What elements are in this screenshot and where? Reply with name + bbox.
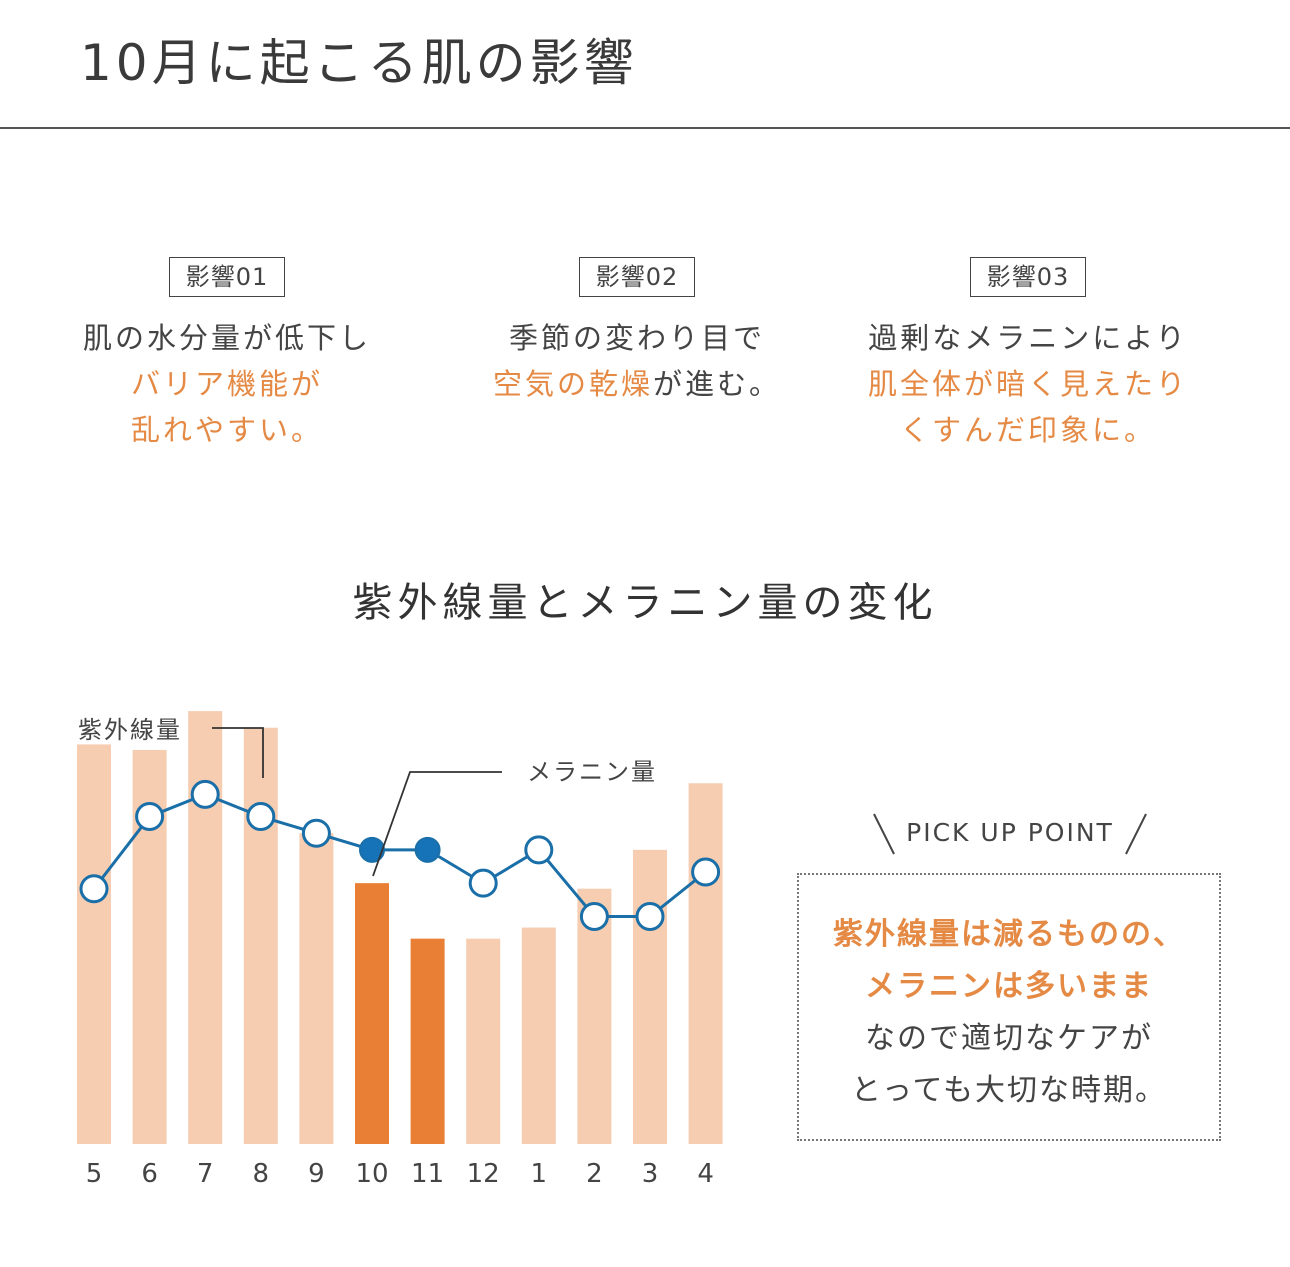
x-tick-label: 4: [697, 1159, 714, 1189]
effect-card-03: 影響03 過剰なメラニンにより 肌全体が暗く見えたり くすんだ印象に。: [848, 257, 1208, 453]
pickup-text: とっても大切な時期。: [850, 1073, 1168, 1108]
uv-bar-12: [466, 938, 501, 1144]
effect-highlight-text: バリア機能が: [130, 367, 323, 401]
effect-highlight-text: 空気の乾燥: [492, 367, 653, 401]
uv-callout-line: [212, 727, 264, 778]
melanin-legend-label: メラニン量: [527, 758, 657, 786]
melanin-point-4: [691, 857, 721, 887]
melanin-series-line: [92, 792, 707, 918]
x-tick-label: 7: [197, 1159, 214, 1189]
effect-text: 肌の水分量が低下し: [82, 321, 371, 355]
effect-card-02: 影響02 季節の変わり目で 空気の乾燥が進む。: [457, 257, 817, 407]
chart-title: 紫外線量とメラニン量の変化: [352, 580, 938, 626]
effect-text: 季節の変わり目で: [508, 321, 765, 355]
uv-melanin-chart: 5 6 7 8 9 10 11 12 1 2 3 4 紫外線量 メラニン量: [77, 711, 723, 1189]
x-tick-label: 6: [141, 1159, 158, 1189]
effect-tag: 影響02: [578, 257, 696, 297]
effect-text: 過剰なメラニンにより: [868, 321, 1188, 355]
melanin-point-9: [301, 818, 331, 848]
x-tick-label: 10: [355, 1159, 388, 1189]
melanin-point-1: [524, 835, 554, 865]
melanin-point-11: [414, 836, 441, 863]
x-tick-label: 8: [253, 1159, 270, 1189]
melanin-point-6: [135, 802, 165, 832]
melanin-point-12: [468, 868, 498, 898]
uv-bar-2: [577, 888, 612, 1144]
effect-highlight-text: 肌全体が暗く見えたり: [867, 367, 1188, 401]
page-title: 10月に起こる肌の影響: [80, 34, 638, 92]
effect-text: が進む。: [653, 367, 782, 401]
pickup-highlight-text: メラニンは多いまま: [865, 969, 1153, 1004]
melanin-callout-line: [372, 771, 502, 877]
x-tick-label: 1: [531, 1159, 548, 1189]
uv-bar-1: [521, 927, 556, 1144]
title-divider: [0, 127, 1290, 129]
x-tick-label: 11: [411, 1159, 444, 1189]
uv-bar-9: [299, 833, 334, 1144]
x-tick-label: 3: [642, 1159, 659, 1189]
uv-bar-7: [188, 711, 223, 1144]
x-tick-label: 5: [86, 1159, 103, 1189]
uv-bar-4: [688, 783, 723, 1144]
x-tick-label: 9: [308, 1159, 325, 1189]
uv-bar-3: [633, 849, 667, 1144]
pickup-heading: PICK UP POINT: [870, 810, 1150, 860]
melanin-point-2: [579, 901, 609, 931]
effect-card-01: 影響01 肌の水分量が低下し バリア機能が 乱れやすい。: [47, 257, 407, 453]
pickup-label: PICK UP POINT: [906, 818, 1114, 847]
effect-highlight-text: 乱れやすい。: [130, 413, 323, 447]
uv-bar-11: [410, 938, 445, 1144]
melanin-point-5: [79, 874, 109, 904]
pickup-box: 紫外線量は減るものの、 メラニンは多いまま なので適切なケアが とっても大切な時…: [797, 873, 1221, 1141]
uv-legend-label: 紫外線量: [78, 716, 182, 744]
effect-tag: 影響03: [969, 257, 1087, 297]
melanin-point-7: [190, 779, 220, 809]
effect-tag: 影響01: [168, 257, 286, 297]
melanin-point-8: [246, 802, 276, 832]
effect-highlight-text: くすんだ印象に。: [899, 413, 1156, 447]
x-tick-label: 12: [467, 1159, 500, 1189]
melanin-point-10: [359, 836, 385, 863]
pickup-highlight-text: 紫外線量は減るものの、: [833, 917, 1185, 952]
uv-bar-5: [77, 744, 111, 1144]
x-tick-label: 2: [586, 1159, 603, 1189]
melanin-point-3: [635, 901, 665, 931]
uv-bar-8: [243, 727, 278, 1144]
uv-bar-10: [355, 883, 389, 1144]
pickup-text: なので適切なケアが: [865, 1021, 1153, 1056]
